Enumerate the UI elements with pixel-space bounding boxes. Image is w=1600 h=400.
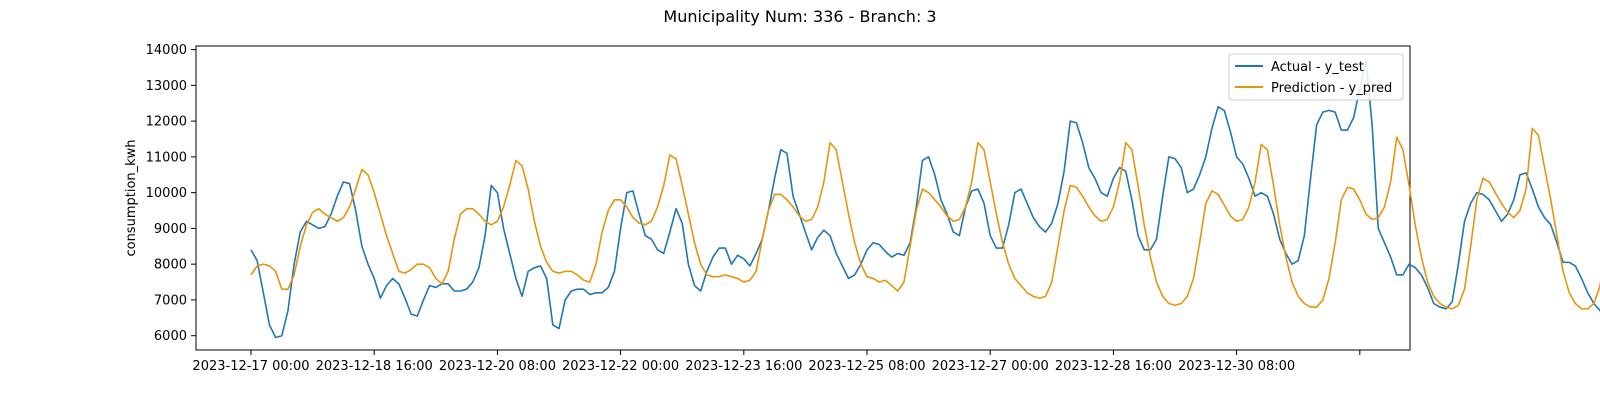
legend: Actual - y_test Prediction - y_pred [1228,53,1404,101]
series-line-actual [250,59,1600,339]
plot-frame [195,45,1411,351]
y-tick-label: 8000 [154,258,187,273]
chart-title: Municipality Num: 336 - Branch: 3 [663,7,936,26]
series-layer [250,59,1600,339]
x-axis: 2023-12-17 00:00 2023-12-18 16:00 2023-12-… [192,350,1361,374]
x-tick-label: 2023-12-20 08:00 [439,359,556,374]
y-tick-label: 9000 [154,222,187,237]
legend-box [1228,53,1404,101]
y-tick-label: 7000 [154,293,187,308]
x-tick-label: 2023-12-17 00:00 [192,359,309,374]
x-tick-label: 2023-12-18 16:00 [316,359,433,374]
y-tick-label: 14000 [146,43,187,58]
x-tick-label: 2023-12-30 08:00 [1178,359,1295,374]
series-line-prediction [250,127,1600,310]
x-tick-label: 2023-12-22 00:00 [562,359,679,374]
x-tick-label: 2023-12-27 00:00 [932,359,1049,374]
legend-label: Actual - y_test [1271,60,1364,75]
y-tick-label: 13000 [146,79,187,94]
x-tick-label: 2023-12-25 08:00 [808,359,925,374]
legend-label: Prediction - y_pred [1271,81,1392,96]
y-tick-label: 6000 [154,329,187,344]
plot-area [195,45,1411,351]
y-tick-label: 12000 [146,115,187,130]
x-tick-label: 2023-12-23 16:00 [685,359,802,374]
y-axis-label: consumption_kwh [124,139,139,256]
y-tick-label: 10000 [146,186,187,201]
y-tick-label: 11000 [146,150,187,165]
y-axis: 6000 7000 8000 9000 10000 11000 12000 13000 1400… [146,43,196,344]
x-tick-label: 2023-12-28 16:00 [1055,359,1172,374]
